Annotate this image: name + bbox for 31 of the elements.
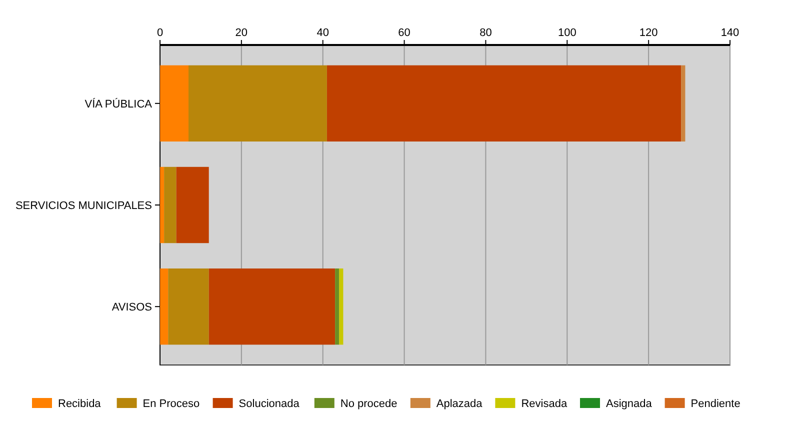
bar: [188, 65, 327, 142]
bar: [160, 166, 164, 244]
bar: [681, 65, 686, 142]
bar: [339, 268, 344, 345]
bar: [160, 268, 168, 345]
x-tick-label: 100: [558, 27, 576, 39]
y-tick-label: VÍA PÚBLICA: [84, 97, 153, 110]
legend-label: En Proceso: [142, 398, 200, 410]
legend-label: Pendiente: [690, 398, 740, 410]
y-tick-label: AVISOS: [112, 302, 152, 314]
x-tick-label: 20: [235, 27, 248, 39]
bar: [164, 166, 176, 244]
x-tick-label: 80: [480, 27, 492, 39]
x-tick-label: 0: [156, 27, 164, 39]
bar: [176, 166, 209, 244]
bar: [208, 268, 336, 345]
legend-label: Asignada: [606, 398, 653, 410]
legend-label: No procede: [340, 398, 398, 410]
bar: [335, 268, 340, 345]
x-tick-label: 60: [398, 27, 410, 39]
legend-label: Aplazada: [436, 398, 484, 410]
legend-label: Recibida: [58, 398, 102, 410]
bar: [160, 65, 188, 142]
legend-label: Revisada: [521, 398, 568, 410]
bar: [326, 65, 682, 142]
y-tick-label: SERVICIOS MUNICIPALES: [15, 200, 152, 212]
x-tick-label: 120: [639, 27, 658, 39]
legend-label: Solucionada: [238, 398, 300, 410]
bar: [168, 268, 209, 345]
x-tick-label: 40: [316, 27, 329, 39]
x-tick-label: 140: [720, 27, 740, 39]
